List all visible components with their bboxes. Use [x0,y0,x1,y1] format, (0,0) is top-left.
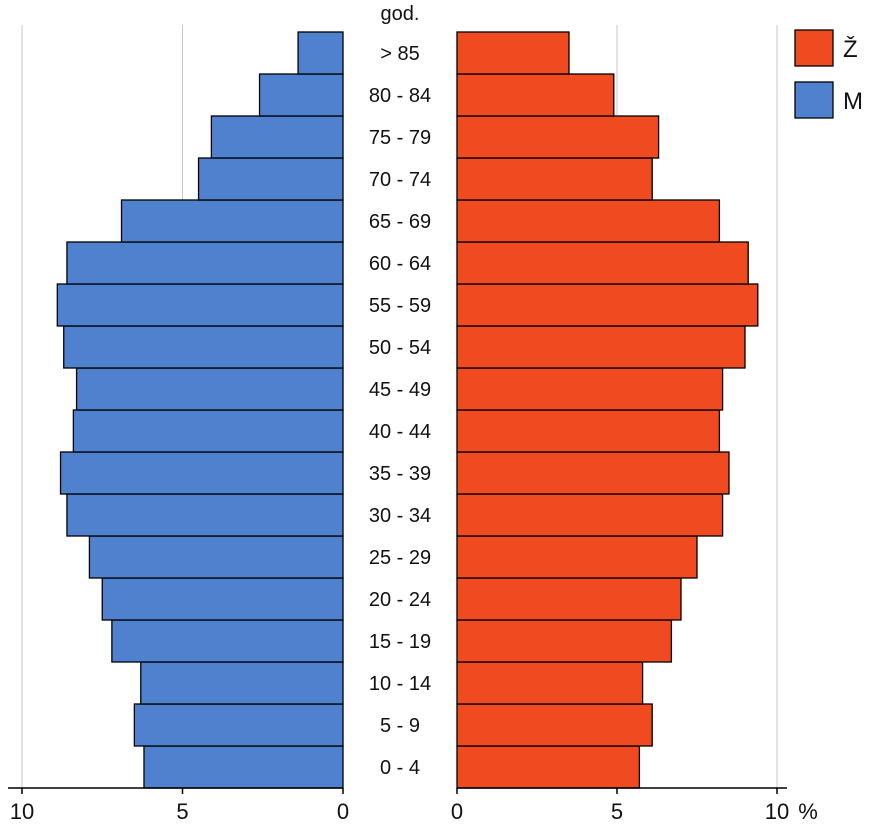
bar-z [456,325,746,369]
tick-label-left: 10 [10,799,34,824]
bar-m [143,745,344,789]
age-group-label: 10 - 14 [369,673,431,695]
tick-label-right: 5 [611,799,623,824]
age-group-label: > 85 [380,43,419,65]
bar-z [456,241,749,285]
legend-swatch [794,81,834,119]
age-axis-header: god. [381,3,420,25]
age-group-label: 40 - 44 [369,421,431,443]
bar-z [456,619,673,663]
legend: ŽM [794,29,863,119]
bar-z [456,367,724,411]
age-group-label: 30 - 34 [369,505,431,527]
bar-z [456,535,698,579]
bar-z [456,199,721,243]
age-group-label: 75 - 79 [369,127,431,149]
bar-z [456,703,653,747]
tick-label-right: 0 [451,799,463,824]
bar-m [101,577,344,621]
bar-m [72,409,344,453]
bar-m [75,367,344,411]
bar-m [63,325,344,369]
age-group-label: 70 - 74 [369,169,431,191]
bar-z [456,115,660,159]
bar-z [456,409,721,453]
age-group-label: 50 - 54 [369,337,431,359]
legend-label: M [843,88,863,115]
bar-z [456,283,759,327]
bar-m [56,283,344,327]
age-group-label: 65 - 69 [369,211,431,233]
age-group-label: 15 - 19 [369,631,431,653]
age-group-label: 55 - 59 [369,295,431,317]
age-group-label: 45 - 49 [369,379,431,401]
x-axis-unit: % [798,799,818,824]
bar-m [88,535,344,579]
bar-m [133,703,344,747]
bar-m [120,199,344,243]
tick-label-left: 5 [176,799,188,824]
bar-z [456,577,682,621]
male-bars [56,31,344,789]
x-axes: 10 5 0 0 5 10% [8,787,818,824]
bar-m [66,241,344,285]
legend-label: Ž [843,36,858,63]
bar-z [456,157,653,201]
bar-z [456,745,641,789]
age-group-label: 20 - 24 [369,589,431,611]
bar-m [258,73,344,117]
age-group-labels: 0 - 4 5 - 9 10 - 14 15 - 19 20 - 24 25 - 29 30… [369,43,431,779]
bar-m [210,115,344,159]
age-group-label: 35 - 39 [369,463,431,485]
tick-label-left: 0 [337,799,349,824]
age-group-label: 0 - 4 [380,757,420,779]
bar-m [66,493,344,537]
bar-z [456,493,724,537]
bar-m [59,451,344,495]
age-group-label: 80 - 84 [369,85,431,107]
bar-z [456,31,570,75]
tick-label-right: 10 [765,799,789,824]
bar-z [456,451,730,495]
bar-m [297,31,344,75]
legend-swatch [794,29,834,67]
bar-z [456,661,644,705]
age-group-label: 60 - 64 [369,253,431,275]
bar-z [456,73,615,117]
age-group-label: 25 - 29 [369,547,431,569]
female-bars [456,31,759,789]
bar-m [197,157,344,201]
bar-m [140,661,344,705]
age-group-label: 5 - 9 [380,715,420,737]
bar-m [111,619,344,663]
